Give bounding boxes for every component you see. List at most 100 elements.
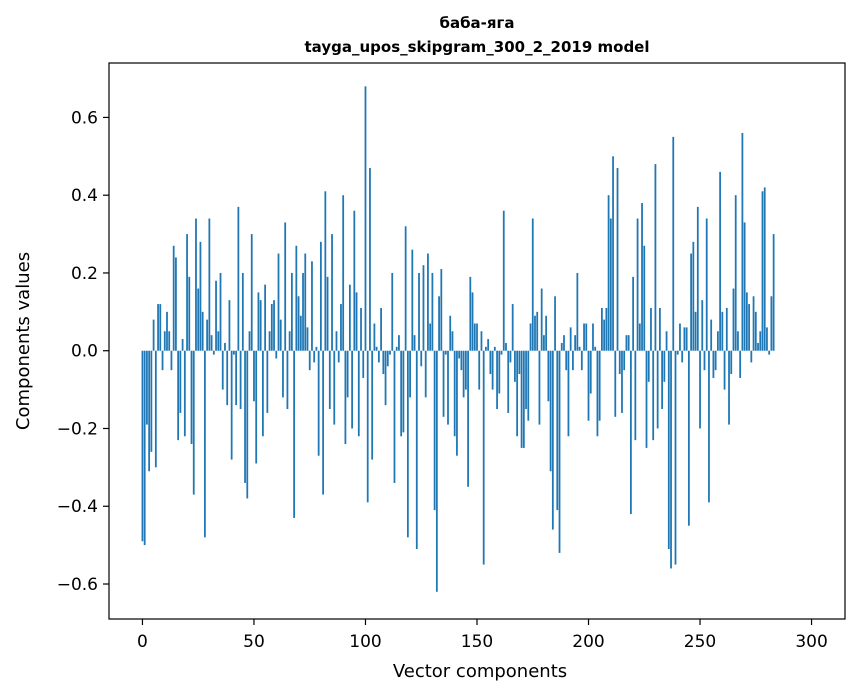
bar-14 [172,245,175,351]
bar-120 [409,350,411,398]
bar-257 [714,350,717,371]
bar-32 [212,350,215,355]
bar-37 [224,342,226,351]
bar-212 [614,350,617,417]
bar-62 [279,319,282,351]
bar-3 [148,350,151,472]
bar-63 [282,350,284,398]
bar-100 [364,86,367,351]
bar-139 [451,331,454,351]
bar-228 [650,307,652,351]
y-tick-label: 0.4 [71,186,98,206]
bar-262 [725,307,728,351]
bar-11 [166,311,168,351]
bar-232 [658,307,661,351]
bar-70 [297,296,300,351]
bar-227 [647,350,650,382]
bar-211 [612,156,614,351]
bar-91 [344,350,347,445]
y-tick-label: 0.2 [71,264,98,284]
bar-80 [319,241,322,351]
bar-119 [406,350,409,538]
bar-39 [228,300,231,351]
bar-217 [625,335,628,351]
bar-220 [632,276,635,351]
y-tick-label: 0.6 [71,108,98,128]
bar-99 [362,350,365,378]
bar-148 [471,292,474,351]
bar-191 [567,350,570,437]
bar-168 [516,350,519,437]
bar-76 [311,261,313,351]
bar-260 [721,311,724,351]
bar-131 [433,350,436,511]
bar-46 [244,350,246,483]
bar-246 [690,253,692,351]
bar-101 [366,350,369,503]
bar-189 [563,335,565,351]
bar-68 [293,350,295,518]
bar-92 [346,350,349,398]
bar-279 [763,187,766,351]
bar-252 [703,350,706,371]
bar-16 [177,350,180,441]
bar-41 [233,350,235,355]
y-tick-label: −0.2 [57,419,98,439]
bar-271 [745,292,748,351]
bar-47 [246,350,249,499]
bar-259 [719,171,721,351]
y-tick-label: −0.6 [57,575,98,595]
bar-248 [694,311,697,351]
bar-222 [636,218,639,351]
bar-107 [380,307,382,351]
bar-159 [496,350,498,410]
bar-235 [665,331,668,351]
bar-67 [290,272,293,351]
bar-43 [237,206,240,351]
bar-33 [215,280,217,351]
bar-21 [188,276,191,351]
bar-240 [676,350,679,355]
bar-90 [342,195,345,351]
bar-155 [487,339,490,351]
bar-282 [770,296,773,351]
bar-223 [638,323,641,351]
bar-198 [583,323,585,351]
bar-273 [750,350,753,363]
bar-268 [739,350,742,378]
bar-202 [592,323,594,351]
y-tick-label: −0.4 [57,497,98,517]
bar-10 [163,331,166,351]
bar-138 [449,315,452,351]
bar-145 [464,350,467,390]
bar-182 [547,350,550,402]
bar-105 [375,346,378,351]
bar-277 [759,331,762,351]
bar-208 [605,307,608,351]
bar-2 [146,350,148,425]
bar-230 [654,164,657,351]
chart-title: баба-яга [439,14,514,32]
bar-180 [543,335,545,351]
bar-69 [295,245,298,351]
bar-162 [502,210,505,351]
bar-256 [712,350,715,378]
bar-242 [681,350,684,363]
bar-241 [679,323,681,351]
bar-115 [398,335,400,351]
bar-58 [270,304,273,351]
bar-117 [402,350,405,433]
bar-118 [404,226,407,351]
bar-166 [511,304,514,351]
x-tick-label: 0 [137,632,148,652]
bar-150 [476,323,478,351]
bar-172 [525,350,527,410]
bar-179 [540,288,543,351]
x-tick-label: 150 [461,632,493,652]
bar-194 [574,335,577,351]
bar-161 [500,350,503,355]
bar-266 [734,195,737,351]
bar-121 [411,249,414,351]
x-axis-ticks: 0 50 100 150 200 250 300 [137,619,828,652]
